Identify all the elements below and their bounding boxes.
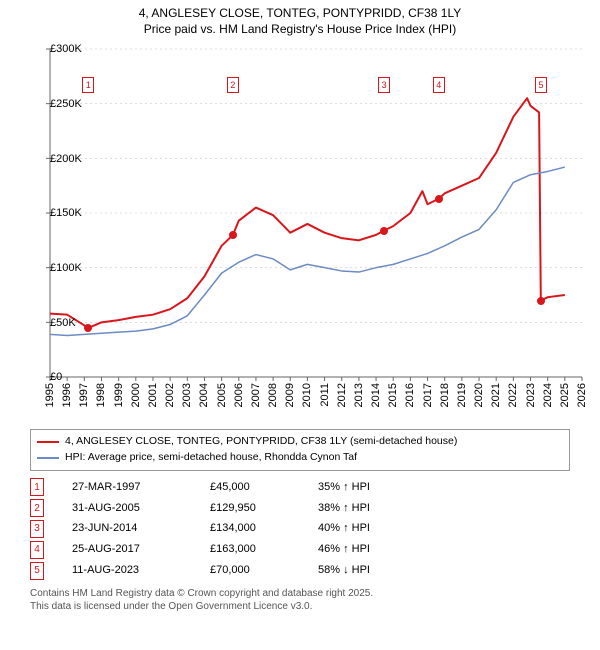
chart-marker-dot — [229, 231, 237, 239]
chart-marker-label: 1 — [82, 77, 94, 93]
chart-marker-label: 2 — [227, 77, 239, 93]
x-tick-label: 2007 — [250, 383, 262, 407]
marker-date: 23-JUN-2014 — [72, 518, 182, 539]
title-line-1: 4, ANGLESEY CLOSE, TONTEG, PONTYPRIDD, C… — [4, 6, 596, 22]
title-line-2: Price paid vs. HM Land Registry's House … — [4, 22, 596, 38]
marker-date: 27-MAR-1997 — [72, 477, 182, 498]
chart-marker-dot — [537, 297, 545, 305]
y-tick-label: £0 — [50, 371, 54, 383]
x-tick-label: 2014 — [370, 383, 382, 407]
x-tick-label: 2026 — [576, 383, 588, 407]
y-tick-label: £100K — [50, 262, 54, 274]
footer-attribution: Contains HM Land Registry data © Crown c… — [30, 587, 570, 613]
marker-row: 1 27-MAR-1997 £45,000 35% ↑ HPI — [30, 477, 570, 498]
marker-row: 2 31-AUG-2005 £129,950 38% ↑ HPI — [30, 498, 570, 519]
x-tick-label: 2010 — [301, 383, 313, 407]
x-tick-label: 2016 — [404, 383, 416, 407]
marker-price: £134,000 — [210, 518, 290, 539]
legend-swatch — [37, 457, 59, 459]
x-tick-label: 2019 — [456, 383, 468, 407]
y-tick-label: £150K — [50, 207, 54, 219]
chart-svg — [10, 43, 590, 383]
x-tick-label: 2001 — [147, 383, 159, 407]
legend-label: 4, ANGLESEY CLOSE, TONTEG, PONTYPRIDD, C… — [65, 434, 457, 450]
marker-pct: 35% ↑ HPI — [318, 477, 408, 498]
x-tick-label: 2006 — [233, 383, 245, 407]
chart-marker-label: 3 — [378, 77, 390, 93]
marker-badge: 2 — [30, 499, 44, 517]
marker-price: £45,000 — [210, 477, 290, 498]
chart-marker-dot — [435, 195, 443, 203]
x-tick-label: 2000 — [130, 383, 142, 407]
footer-line-2: This data is licensed under the Open Gov… — [30, 600, 570, 613]
x-tick-label: 2021 — [490, 383, 502, 407]
x-tick-label: 2008 — [267, 383, 279, 407]
x-tick-label: 2017 — [422, 383, 434, 407]
x-tick-label: 2003 — [181, 383, 193, 407]
marker-date: 25-AUG-2017 — [72, 539, 182, 560]
x-axis-labels: 1995 1996 1997 1998 1999 2000 2001 2002 2003 2004… — [10, 383, 590, 421]
x-tick-label: 2005 — [216, 383, 228, 407]
marker-row: 4 25-AUG-2017 £163,000 46% ↑ HPI — [30, 539, 570, 560]
marker-row: 3 23-JUN-2014 £134,000 40% ↑ HPI — [30, 518, 570, 539]
page-container: 4, ANGLESEY CLOSE, TONTEG, PONTYPRIDD, C… — [0, 0, 600, 650]
x-tick-label: 2002 — [164, 383, 176, 407]
y-tick-label: £250K — [50, 98, 54, 110]
x-tick-label: 2004 — [198, 383, 210, 407]
marker-pct: 38% ↑ HPI — [318, 498, 408, 519]
marker-badge: 1 — [30, 478, 44, 496]
marker-pct: 46% ↑ HPI — [318, 539, 408, 560]
marker-badge: 3 — [30, 520, 44, 538]
x-tick-label: 2023 — [525, 383, 537, 407]
chart-marker-label: 4 — [433, 77, 445, 93]
x-tick-label: 1996 — [61, 383, 73, 407]
chart-area: £0 £50K £100K £150K £200K £250K £300K 1 2 3 4 5 — [10, 43, 590, 383]
chart-marker-label: 5 — [535, 77, 547, 93]
x-tick-label: 2012 — [336, 383, 348, 407]
x-tick-label: 1995 — [44, 383, 56, 407]
marker-pct: 58% ↓ HPI — [318, 560, 408, 581]
legend-row: 4, ANGLESEY CLOSE, TONTEG, PONTYPRIDD, C… — [37, 434, 563, 450]
x-tick-label: 2024 — [542, 383, 554, 407]
x-tick-label: 2018 — [439, 383, 451, 407]
x-tick-label: 1997 — [78, 383, 90, 407]
x-tick-label: 1998 — [95, 383, 107, 407]
legend-label: HPI: Average price, semi-detached house,… — [65, 450, 357, 466]
legend-row: HPI: Average price, semi-detached house,… — [37, 450, 563, 466]
marker-badge: 4 — [30, 541, 44, 559]
marker-price: £129,950 — [210, 498, 290, 519]
chart-marker-dot — [84, 324, 92, 332]
x-tick-label: 1999 — [113, 383, 125, 407]
marker-table: 1 27-MAR-1997 £45,000 35% ↑ HPI 2 31-AUG-2005… — [30, 477, 570, 581]
chart-marker-dot — [380, 227, 388, 235]
marker-price: £163,000 — [210, 539, 290, 560]
x-tick-label: 2022 — [507, 383, 519, 407]
legend-box: 4, ANGLESEY CLOSE, TONTEG, PONTYPRIDD, C… — [30, 429, 570, 471]
legend-swatch — [37, 441, 59, 443]
marker-badge: 5 — [30, 562, 44, 580]
marker-date: 11-AUG-2023 — [72, 560, 182, 581]
y-tick-label: £50K — [50, 317, 54, 329]
x-tick-label: 2009 — [284, 383, 296, 407]
y-tick-label: £300K — [50, 43, 54, 55]
marker-row: 5 11-AUG-2023 £70,000 58% ↓ HPI — [30, 560, 570, 581]
marker-pct: 40% ↑ HPI — [318, 518, 408, 539]
title-block: 4, ANGLESEY CLOSE, TONTEG, PONTYPRIDD, C… — [0, 0, 600, 39]
x-tick-label: 2015 — [387, 383, 399, 407]
x-tick-label: 2011 — [319, 383, 331, 407]
x-tick-label: 2020 — [473, 383, 485, 407]
marker-date: 31-AUG-2005 — [72, 498, 182, 519]
marker-price: £70,000 — [210, 560, 290, 581]
x-tick-label: 2025 — [559, 383, 571, 407]
footer-line-1: Contains HM Land Registry data © Crown c… — [30, 587, 570, 600]
y-tick-label: £200K — [50, 153, 54, 165]
x-tick-label: 2013 — [353, 383, 365, 407]
